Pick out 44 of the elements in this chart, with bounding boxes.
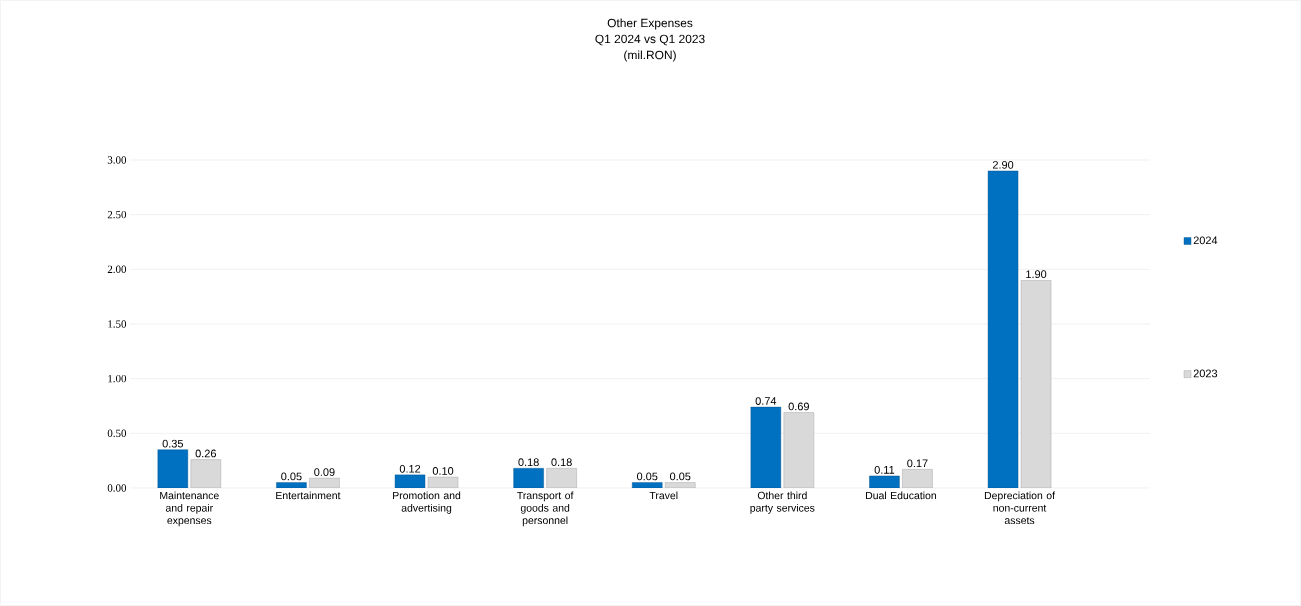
- text: (mil.RON): [624, 50, 676, 62]
- bar: [394, 474, 426, 488]
- data-label: 0.09: [314, 468, 335, 476]
- y-tick-label: 0.00: [107, 484, 127, 492]
- data-label: 0.74: [755, 397, 777, 405]
- chart-subtitle: Q1 2024 vs Q1 2023: [595, 34, 705, 46]
- data-label: 0.10: [432, 467, 454, 475]
- y-tick-label: 1.00: [108, 374, 127, 383]
- x-tick-label: Travel: [649, 491, 678, 500]
- data-label: 0.12: [399, 464, 421, 473]
- data-label: 1.90: [1026, 270, 1047, 279]
- data-label: 0.05: [636, 472, 658, 481]
- legend-label: 2024: [1193, 236, 1218, 245]
- data-label: 0.05: [281, 472, 302, 481]
- data-label: 0.18: [518, 458, 539, 467]
- bar: [276, 482, 307, 488]
- data-label: 0.35: [162, 439, 184, 448]
- bar: [750, 406, 782, 488]
- y-tick-label: 0.50: [107, 429, 127, 438]
- bar: [157, 449, 189, 488]
- data-label: 0.17: [907, 459, 928, 468]
- bar: [632, 482, 663, 488]
- y-tick-label: 3.00: [107, 156, 127, 164]
- data-label: 2.90: [992, 160, 1014, 169]
- data-label: 0.18: [551, 458, 572, 467]
- data-label: 0.69: [788, 402, 809, 411]
- x-tick-label: Entertainment: [276, 491, 341, 500]
- bar: [869, 475, 900, 488]
- data-label: 0.26: [195, 449, 216, 458]
- y-tick-label: 2.00: [107, 265, 127, 274]
- x-tick-label: Depreciation of non-current assets: [984, 491, 1056, 525]
- x-tick-label: Maintenance and repair expenses: [160, 491, 219, 527]
- x-tick-label: Dual Education: [866, 491, 937, 500]
- x-tick-label: Transport of goods and personnel: [517, 491, 574, 527]
- chart-title: Other Expenses: [607, 18, 693, 30]
- data-label: 0.05: [669, 472, 691, 481]
- x-tick-label: Promotion and advertising: [393, 491, 461, 514]
- x-tick-label: Other third party services: [750, 491, 815, 514]
- bar: [513, 468, 544, 488]
- y-tick-label: 2.50: [107, 210, 127, 219]
- y-tick-label: 1.50: [108, 320, 127, 328]
- legend-label: 2023: [1193, 369, 1218, 378]
- bar: [987, 170, 1019, 488]
- data-label: 0.11: [874, 466, 895, 474]
